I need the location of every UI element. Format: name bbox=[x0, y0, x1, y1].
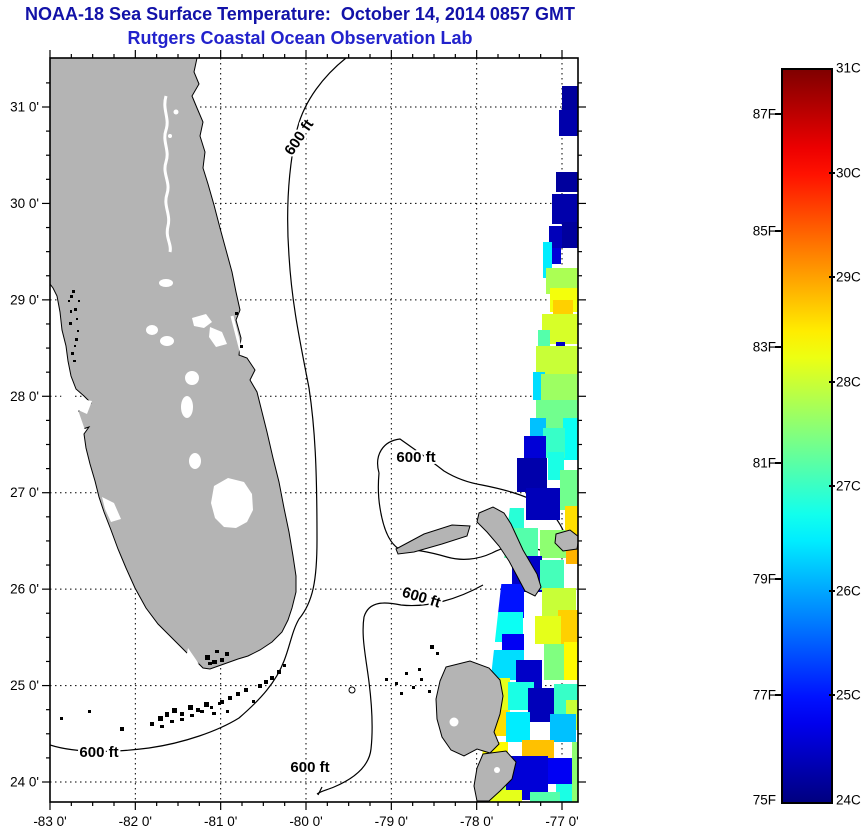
colorbar-celsius-label: 27C bbox=[836, 478, 861, 494]
colorbar-tick bbox=[829, 276, 835, 279]
colorbar-tick bbox=[775, 462, 781, 465]
y-tick-label: 25 0' bbox=[10, 678, 39, 693]
map-frame bbox=[49, 57, 579, 803]
colorbar-fahrenheit-label: 81F bbox=[752, 455, 776, 471]
contour-label: 600 ft bbox=[290, 759, 329, 776]
colorbar-celsius-label: 26C bbox=[836, 583, 861, 599]
florida-keys-speckles bbox=[60, 645, 439, 731]
temperature-colorbar bbox=[781, 68, 833, 804]
y-tick-label: 26 0' bbox=[10, 582, 39, 597]
contour-label: 600 ft bbox=[396, 449, 435, 466]
contour-label: 600 ft bbox=[79, 744, 118, 761]
colorbar-fahrenheit-label: 77F bbox=[752, 687, 776, 703]
y-tick-label: 27 0' bbox=[10, 485, 39, 500]
tampa-bay bbox=[61, 382, 92, 437]
y-tick-label: 28 0' bbox=[10, 389, 39, 404]
colorbar-tick bbox=[829, 485, 835, 488]
abaco-island bbox=[476, 506, 542, 597]
colorbar-tick bbox=[829, 694, 835, 697]
x-tick-label: -79 0' bbox=[375, 814, 408, 829]
y-tick-label: 30 0' bbox=[10, 196, 39, 211]
colorbar-celsius-label: 24C bbox=[836, 792, 861, 808]
colorbar-fahrenheit-label: 79F bbox=[752, 571, 776, 587]
lake-okeechobee bbox=[211, 478, 253, 528]
colorbar-fahrenheit-label: 83F bbox=[752, 339, 776, 355]
colorbar-celsius-label: 31C bbox=[836, 60, 861, 76]
x-tick-label: -80 0' bbox=[289, 814, 322, 829]
y-tick-label: 29 0' bbox=[10, 292, 39, 307]
st-johns-river bbox=[163, 95, 172, 253]
colorbar-celsius-label: 29C bbox=[836, 269, 861, 285]
contour-great-bahama-bank bbox=[316, 584, 484, 795]
florida-landmass bbox=[50, 58, 297, 670]
colorbar-fahrenheit-label: 87F bbox=[752, 106, 776, 122]
x-tick-label: -82 0' bbox=[119, 814, 152, 829]
andros-island bbox=[435, 660, 504, 757]
colorbar-tick bbox=[829, 171, 835, 174]
figure-title: NOAA-18 Sea Surface Temperature: October… bbox=[25, 4, 575, 24]
colorbar-tick bbox=[775, 694, 781, 697]
colorbar-tick bbox=[775, 229, 781, 232]
colorbar-tick bbox=[775, 113, 781, 116]
x-tick-label: -83 0' bbox=[33, 814, 66, 829]
figure-subtitle: Rutgers Coastal Ocean Observation Lab bbox=[127, 28, 473, 48]
colorbar-celsius-label: 28C bbox=[836, 374, 861, 390]
grand-bahama-island bbox=[395, 524, 471, 555]
colorbar-celsius-label: 30C bbox=[836, 165, 861, 181]
axis-tick-labels: -83 0' -82 0' -81 0' -80 0' -79 0' -78 0' -77 … bbox=[10, 99, 579, 829]
contour-label: 600 ft bbox=[281, 116, 317, 158]
colorbar-tick bbox=[829, 589, 835, 592]
y-tick-label: 31 0' bbox=[10, 99, 39, 114]
x-tick-label: -78 0' bbox=[460, 814, 493, 829]
inland-water bbox=[61, 95, 253, 664]
colorbar-tick bbox=[775, 345, 781, 348]
contour-label: 600 ft bbox=[400, 584, 442, 612]
bahama-islands bbox=[348, 506, 578, 802]
colorbar-fahrenheit-label: 75F bbox=[752, 792, 776, 808]
indian-river-lagoon bbox=[230, 315, 244, 356]
charlotte-harbor bbox=[102, 497, 121, 522]
x-tick-label: -77 0' bbox=[545, 814, 578, 829]
colorbar-celsius-label: 25C bbox=[836, 687, 861, 703]
axis-ticks bbox=[42, 50, 586, 810]
colorbar-tick bbox=[829, 380, 835, 383]
contour-shelf-east-florida bbox=[50, 58, 347, 752]
colorbar-fahrenheit-label: 85F bbox=[752, 223, 776, 239]
colorbar-tick bbox=[775, 578, 781, 581]
y-tick-label: 24 0' bbox=[10, 775, 39, 790]
x-tick-label: -81 0' bbox=[204, 814, 237, 829]
